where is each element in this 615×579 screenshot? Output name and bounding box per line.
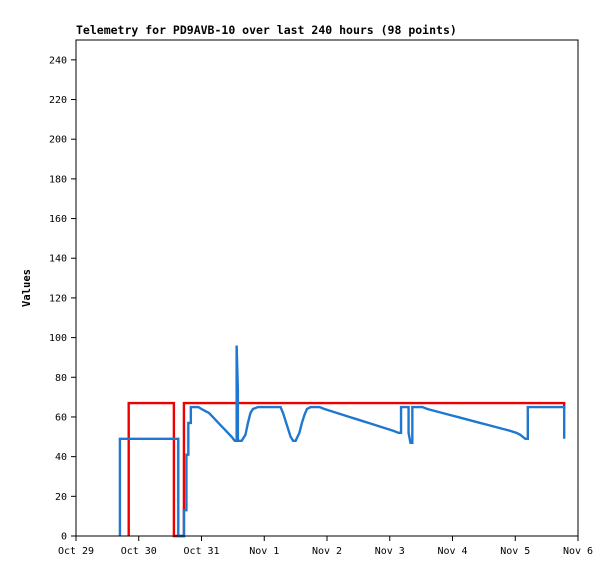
y-tick-label: 140	[49, 254, 67, 265]
data-series-group	[118, 345, 566, 538]
x-tick-label: Nov 1	[249, 546, 279, 557]
x-axis-ticks: Oct 29 Oct 30 Oct 31 Nov 1 Nov 2 Nov 3 Nov 4 No…	[58, 536, 593, 557]
series-blue-series	[118, 345, 566, 538]
y-axis-ticks: 0 20 40 60 80 100 120 140 160 180 200 220 240	[49, 55, 76, 543]
x-tick-label: Nov 6	[563, 546, 593, 557]
y-tick-label: 120	[49, 293, 67, 304]
y-tick-label: 80	[55, 373, 67, 384]
chart-title: Telemetry for PD9AVB-10 over last 240 ho…	[76, 23, 457, 37]
y-axis-title: Values	[21, 269, 33, 307]
y-tick-label: 180	[49, 174, 67, 185]
x-tick-label: Nov 4	[437, 546, 467, 557]
y-tick-label: 20	[55, 492, 67, 503]
y-tick-label: 60	[55, 412, 67, 423]
y-tick-label: 240	[49, 55, 67, 66]
y-tick-label: 220	[49, 95, 67, 106]
y-tick-label: 40	[55, 452, 67, 463]
y-tick-label: 200	[49, 135, 67, 146]
x-tick-label: Nov 3	[375, 546, 405, 557]
x-tick-label: Oct 30	[121, 546, 157, 557]
y-tick-label: 160	[49, 214, 67, 225]
y-tick-label: 100	[49, 333, 67, 344]
plot-frame	[75, 39, 579, 537]
series-red-series	[127, 401, 566, 538]
y-tick-label: 0	[61, 532, 67, 543]
x-tick-label: Nov 5	[500, 546, 530, 557]
x-tick-label: Nov 2	[312, 546, 342, 557]
x-tick-label: Oct 31	[183, 546, 219, 557]
x-tick-label: Oct 29	[58, 546, 94, 557]
